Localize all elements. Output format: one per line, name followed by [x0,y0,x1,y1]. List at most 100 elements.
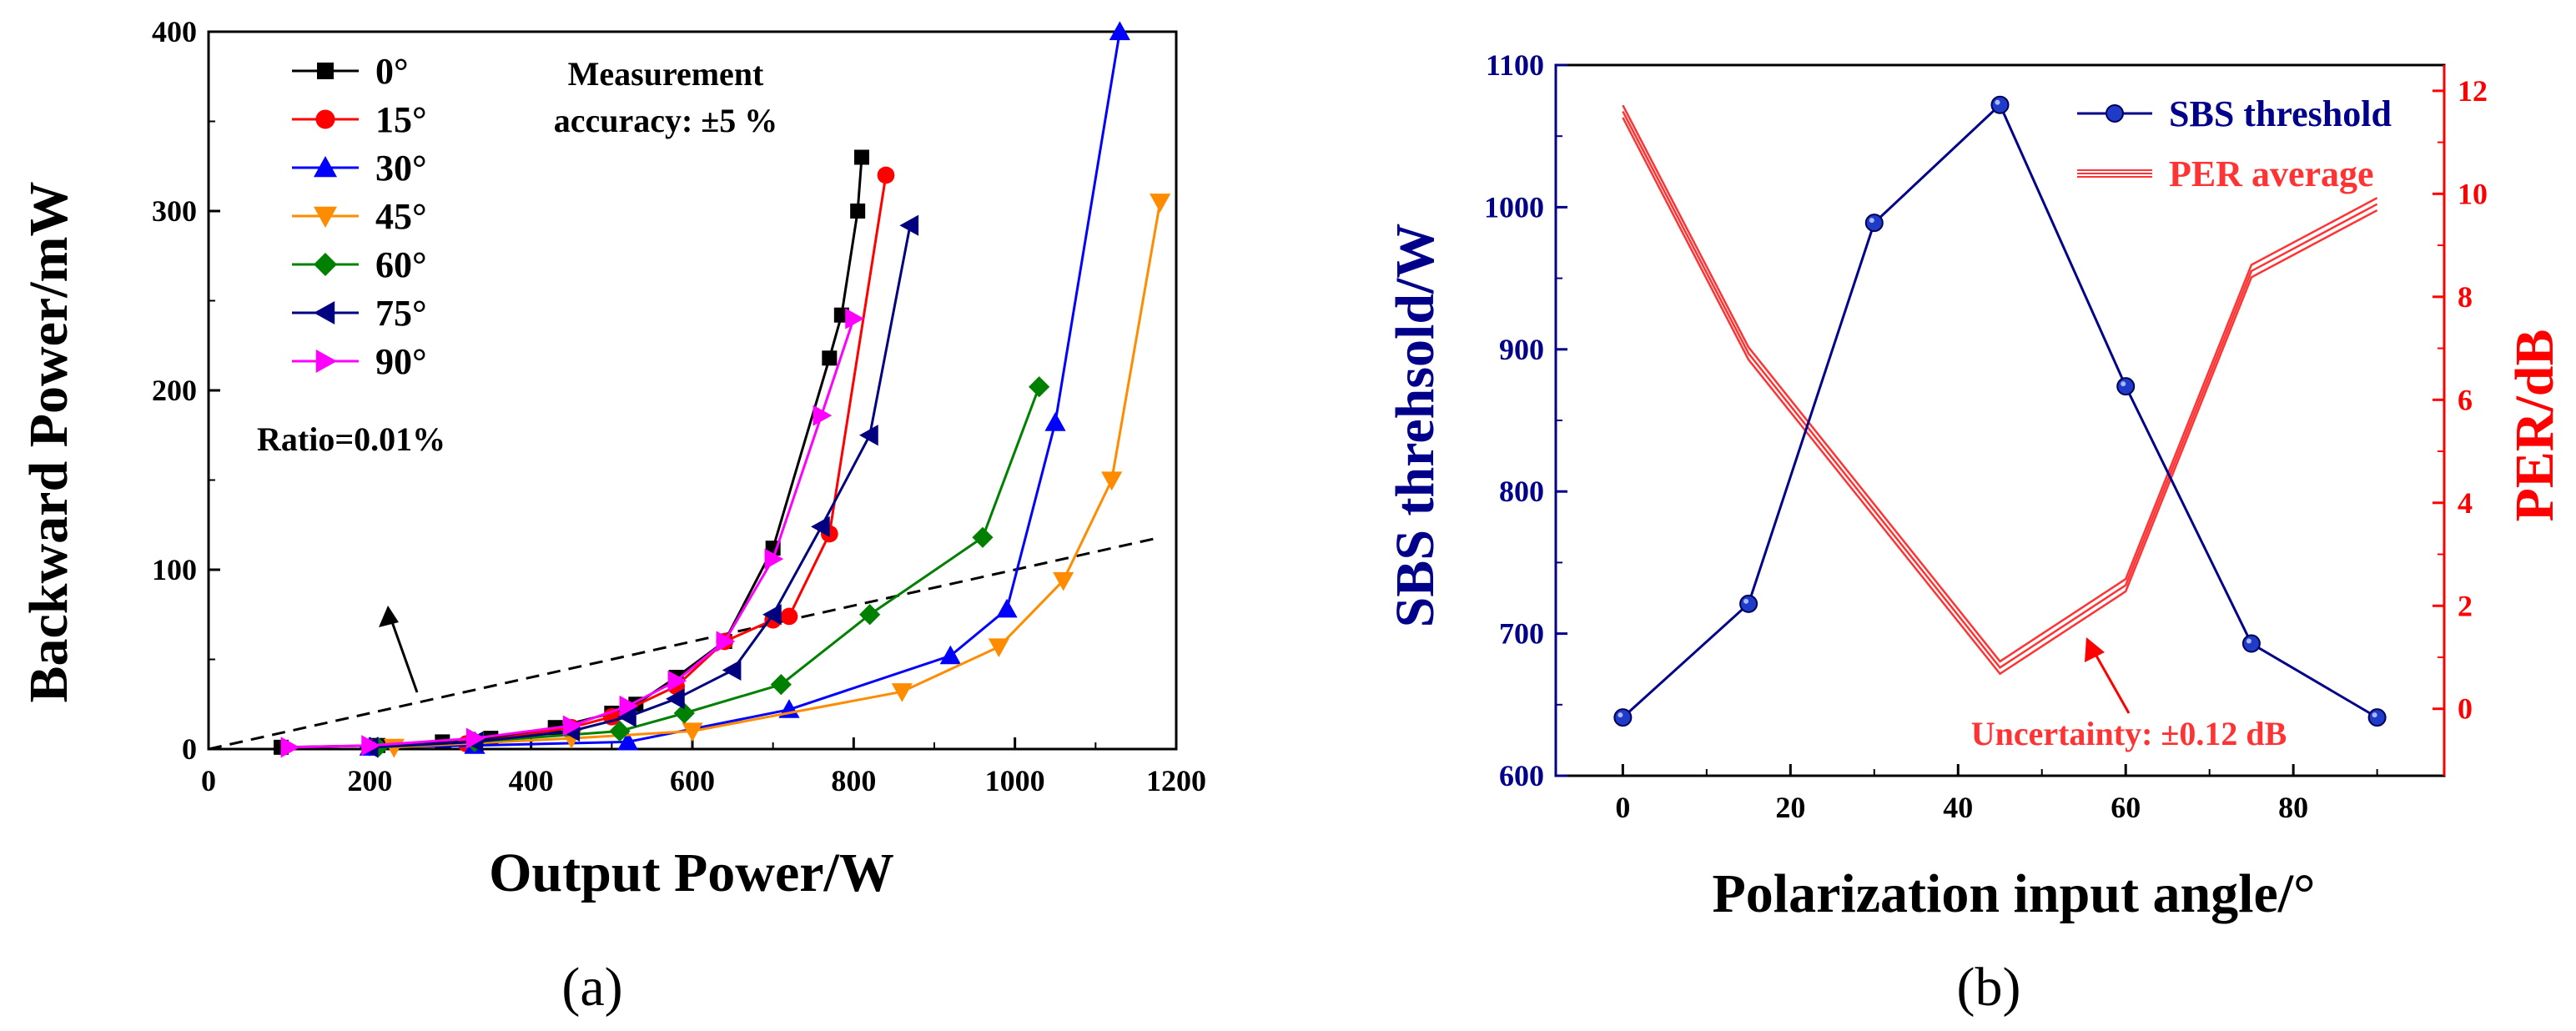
data-point [280,737,300,758]
data-point [617,706,636,727]
ratio-reference-line [208,536,1160,751]
y-left-tick-label: 1100 [1486,48,1544,82]
data-point-highlight [1869,218,1874,224]
data-point [1053,571,1074,591]
per-uncertainty-line [1622,104,2378,663]
data-point [619,695,639,717]
data-point [1029,376,1050,398]
legend-label: 90° [375,341,427,382]
x-tick-label: 40 [1943,791,1973,824]
x-tick-label: 400 [509,764,554,797]
data-point [1990,95,2010,114]
panel-b-label: (b) [1957,957,2021,1018]
data-point [813,405,833,426]
panel-b-ylabel-right: PER/dB [2504,329,2565,521]
y-right-tick-label: 8 [2458,280,2473,314]
data-point [939,645,961,665]
data-point [682,722,703,742]
y-right-tick-label: 12 [2458,74,2488,108]
x-tick-label: 60 [2111,791,2141,824]
data-point [673,702,695,724]
data-point [1044,412,1066,431]
legend-label: 60° [375,244,427,285]
data-point [811,516,830,537]
panel-a-xlabel: Output Power/W [489,842,894,903]
panel-b-ylabel-left: SBS threhsold/W [1385,224,1446,628]
data-point [1150,194,1171,213]
data-point [361,735,380,757]
y-left-tick-label: 800 [1499,475,1544,508]
data-point-highlight [1618,712,1623,718]
data-point [609,720,631,742]
legend-marker [315,350,337,373]
sbs-threshold-line [1622,103,2378,719]
legend-label: 15° [375,99,427,140]
data-point [722,659,742,681]
x-tick-label: 0 [1615,791,1630,824]
series-line-90° [289,318,855,749]
legend-label: 75° [375,293,427,334]
legend-label: 0° [375,51,409,92]
x-tick-label: 1200 [1146,764,1206,797]
panel-b-xlabel: Polarization input angle/° [1712,863,2315,924]
data-point [1739,594,1758,613]
data-point [780,607,798,626]
legend-marker [314,301,335,324]
data-point [850,204,866,219]
y-right-tick-label: 6 [2458,383,2473,416]
legend-marker [314,253,337,276]
panel-a-chart: 0 200 400 600 800 1000 1200 0 100 200 300 400 0° 15° 3… [152,15,1206,797]
legend-marker [315,109,335,129]
data-point-highlight [2246,638,2251,644]
data-point [762,604,782,626]
data-point [859,425,878,446]
data-point [1864,214,1884,233]
per-uncertainty-line [1622,117,2378,676]
series-line-75° [370,224,912,749]
y-left-tick-label: 600 [1499,759,1544,792]
x-tick-label: 600 [670,764,715,797]
y-right-tick-label: 4 [2458,486,2473,520]
y-tick-label: 0 [182,732,197,766]
x-tick-label: 20 [1775,791,1805,824]
data-point-highlight [1995,99,2000,105]
legend-label: 45° [375,196,427,237]
data-point [996,598,1018,618]
legend-marker [317,63,334,79]
data-point-highlight [2372,712,2377,718]
legend-label: 30° [375,148,427,189]
data-point [667,670,687,692]
x-tick-label: 0 [201,764,216,797]
data-point [666,688,685,710]
data-point [1101,471,1123,491]
legend-marker [2106,104,2124,123]
legend-label: PER average [2169,153,2374,194]
y-tick-label: 300 [152,194,197,228]
uncertainty-annotation: Uncertainty: ±0.12 dB [1971,715,2287,752]
data-point [465,727,486,749]
x-tick-label: 800 [831,764,876,797]
panel-b-chart: 0 20 40 60 80 600 700 800 900 1000 1100 0 2 4 6 8 10 12 SB… [1484,48,2488,824]
data-point-highlight [1743,598,1749,604]
legend-marker [314,206,337,228]
y-tick-label: 400 [152,15,197,48]
x-tick-label: 80 [2278,791,2308,824]
per-average-line [1622,110,2378,670]
data-point [859,604,881,626]
legend-marker [314,156,337,178]
panel-a-ylabel: Backward Power/mW [18,181,79,702]
accuracy-annotation-line2: accuracy: ±5 % [554,102,778,139]
data-point [877,166,895,184]
x-tick-label: 200 [347,764,392,797]
y-left-tick-label: 900 [1499,333,1544,366]
data-point [899,214,919,236]
y-right-tick-label: 10 [2458,177,2488,210]
data-point [1613,708,1633,727]
y-right-tick-label: 2 [2458,589,2473,622]
data-point [562,715,582,737]
y-right-tick-label: 0 [2458,692,2473,726]
series-line-45° [394,201,1162,749]
y-left-tick-label: 1000 [1484,190,1544,224]
data-point [764,548,784,570]
y-tick-label: 100 [152,553,197,586]
